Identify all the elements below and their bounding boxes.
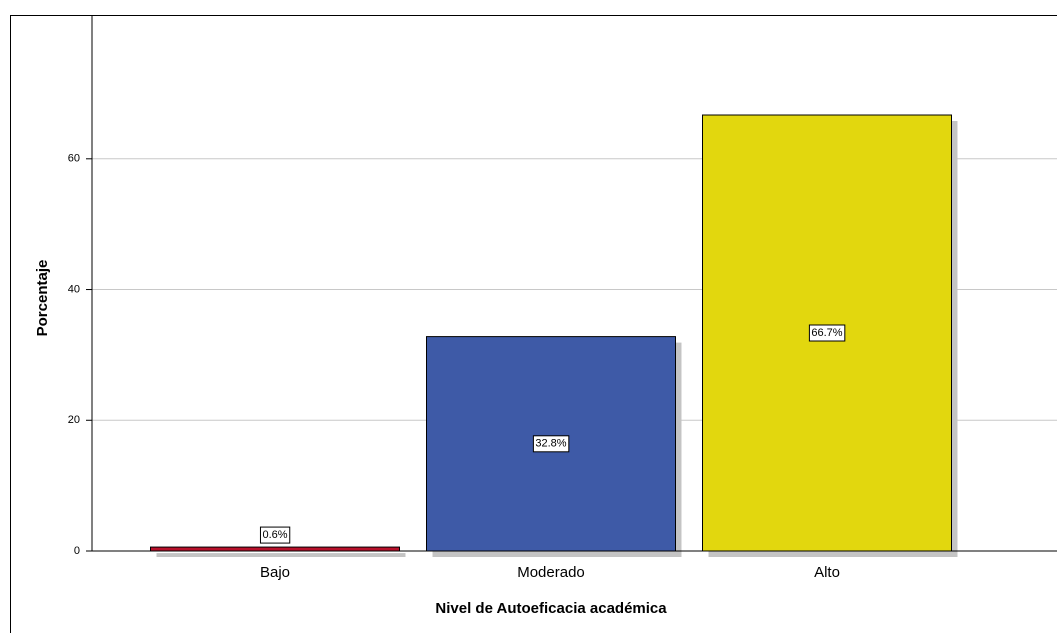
- x-tick-label: Alto: [814, 564, 840, 581]
- value-label-text: 66.7%: [811, 327, 842, 339]
- value-label-box: [808, 324, 846, 342]
- y-axis-title: Porcentaje: [34, 260, 51, 337]
- x-tick-label: Bajo: [260, 564, 290, 581]
- bar: [150, 546, 400, 552]
- value-label-text: 32.8%: [535, 438, 566, 450]
- y-tick-label: 20: [68, 414, 80, 426]
- value-label: 66.7%: [808, 324, 846, 342]
- chart-frame: [10, 15, 1057, 633]
- value-label-box: [532, 435, 570, 453]
- y-tick-label: 60: [68, 153, 80, 165]
- value-label: 32.8%: [532, 435, 570, 453]
- value-label-text: 0.6%: [262, 529, 287, 541]
- value-label: 0.6%: [259, 526, 291, 544]
- x-tick-label: Moderado: [517, 564, 585, 581]
- bar-shadow: [156, 553, 406, 557]
- y-tick-label: 0: [74, 545, 80, 557]
- y-tick-label: 40: [68, 283, 80, 295]
- value-label-box: [259, 526, 291, 544]
- x-axis-title: Nivel de Autoeficacia académica: [435, 600, 667, 617]
